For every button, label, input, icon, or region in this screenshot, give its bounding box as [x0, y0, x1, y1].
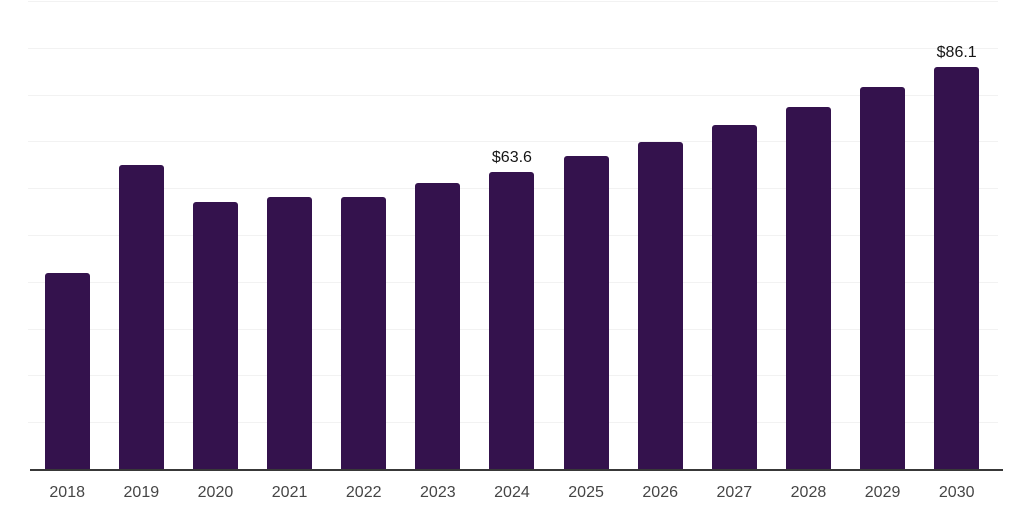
x-tick-2021: 2021: [271, 484, 308, 501]
bar-group-2026: [637, 2, 683, 470]
x-tick-2026: 2026: [642, 484, 678, 501]
bar-2019: [118, 164, 164, 470]
x-tick-2023: 2023: [420, 484, 456, 501]
x-tick-2030: 2030: [938, 484, 975, 501]
gridline: [28, 141, 998, 143]
x-tick-2022: 2022: [345, 484, 382, 501]
bar-2030: [934, 67, 980, 470]
gridline: [28, 47, 998, 49]
x-axis-line: [30, 469, 1003, 471]
x-tick-2024: 2024: [494, 484, 530, 501]
x-tick-2020: 2020: [197, 484, 234, 501]
x-tick-2027: 2027: [716, 484, 753, 501]
bar-group-2018: [44, 2, 90, 470]
bar-group-2028: [785, 2, 831, 470]
bar-2029: [860, 87, 906, 470]
x-axis-tick-labels: 2018 2019 2020 2021 2022 2023 2024 2025 2026 2027…: [45, 484, 980, 502]
x-tick-2018: 2018: [49, 484, 85, 501]
bar-value-label-2024: $63.6: [491, 149, 532, 167]
bar-2027: [711, 124, 757, 470]
bar-2025: [563, 156, 609, 470]
bars: $63.6 $86.1: [44, 2, 980, 470]
bar-2021: [267, 197, 313, 470]
bar-2028: [785, 107, 831, 470]
bar-group-2021: [267, 2, 313, 470]
bar-group-2019: [118, 2, 164, 470]
bar-value-label-2030: $86.1: [936, 44, 977, 62]
bar-group-2022: [341, 2, 387, 470]
bar-group-2024: $63.6: [489, 2, 535, 470]
plot-area: $63.6 $86.1: [28, 1, 998, 470]
bar-group-2020: [192, 2, 238, 470]
bar-2020: [192, 201, 238, 470]
bar-group-2025: [563, 2, 609, 470]
bar-group-2027: [711, 2, 757, 470]
bar-2026: [637, 142, 683, 470]
gridline: [28, 94, 998, 96]
gridline: [28, 1, 998, 2]
bar-group-2023: [415, 2, 461, 470]
bar-2022: [341, 196, 387, 470]
x-tick-2025: 2025: [568, 484, 604, 501]
bar-2023: [415, 183, 461, 470]
bar-2024: [489, 172, 535, 470]
x-tick-2019: 2019: [123, 484, 160, 501]
bar-group-2030: $86.1: [934, 2, 980, 470]
x-tick-2028: 2028: [790, 484, 827, 501]
x-tick-2029: 2029: [864, 484, 901, 501]
bar-2018: [44, 273, 90, 470]
bar-group-2029: [860, 2, 906, 470]
